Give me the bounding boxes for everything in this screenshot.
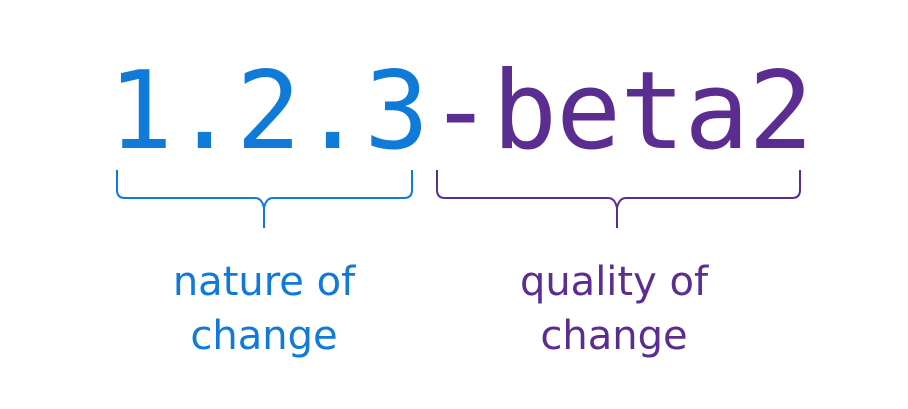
nature-of-change-label: nature of change <box>136 255 392 363</box>
quality-label-line1: quality of <box>519 259 709 305</box>
version-core: 1.2.3 <box>108 49 429 174</box>
brace-graphics <box>116 170 801 228</box>
quality-of-change-label: quality of change <box>486 255 742 363</box>
quality-brace <box>436 170 801 228</box>
nature-label-line2: change <box>190 313 338 359</box>
quality-label-line2: change <box>540 313 688 359</box>
version-prerelease: -beta2 <box>428 49 813 174</box>
nature-brace <box>116 170 413 228</box>
version-string: 1.2.3-beta2 <box>108 49 813 174</box>
nature-label-line1: nature of <box>172 259 356 305</box>
